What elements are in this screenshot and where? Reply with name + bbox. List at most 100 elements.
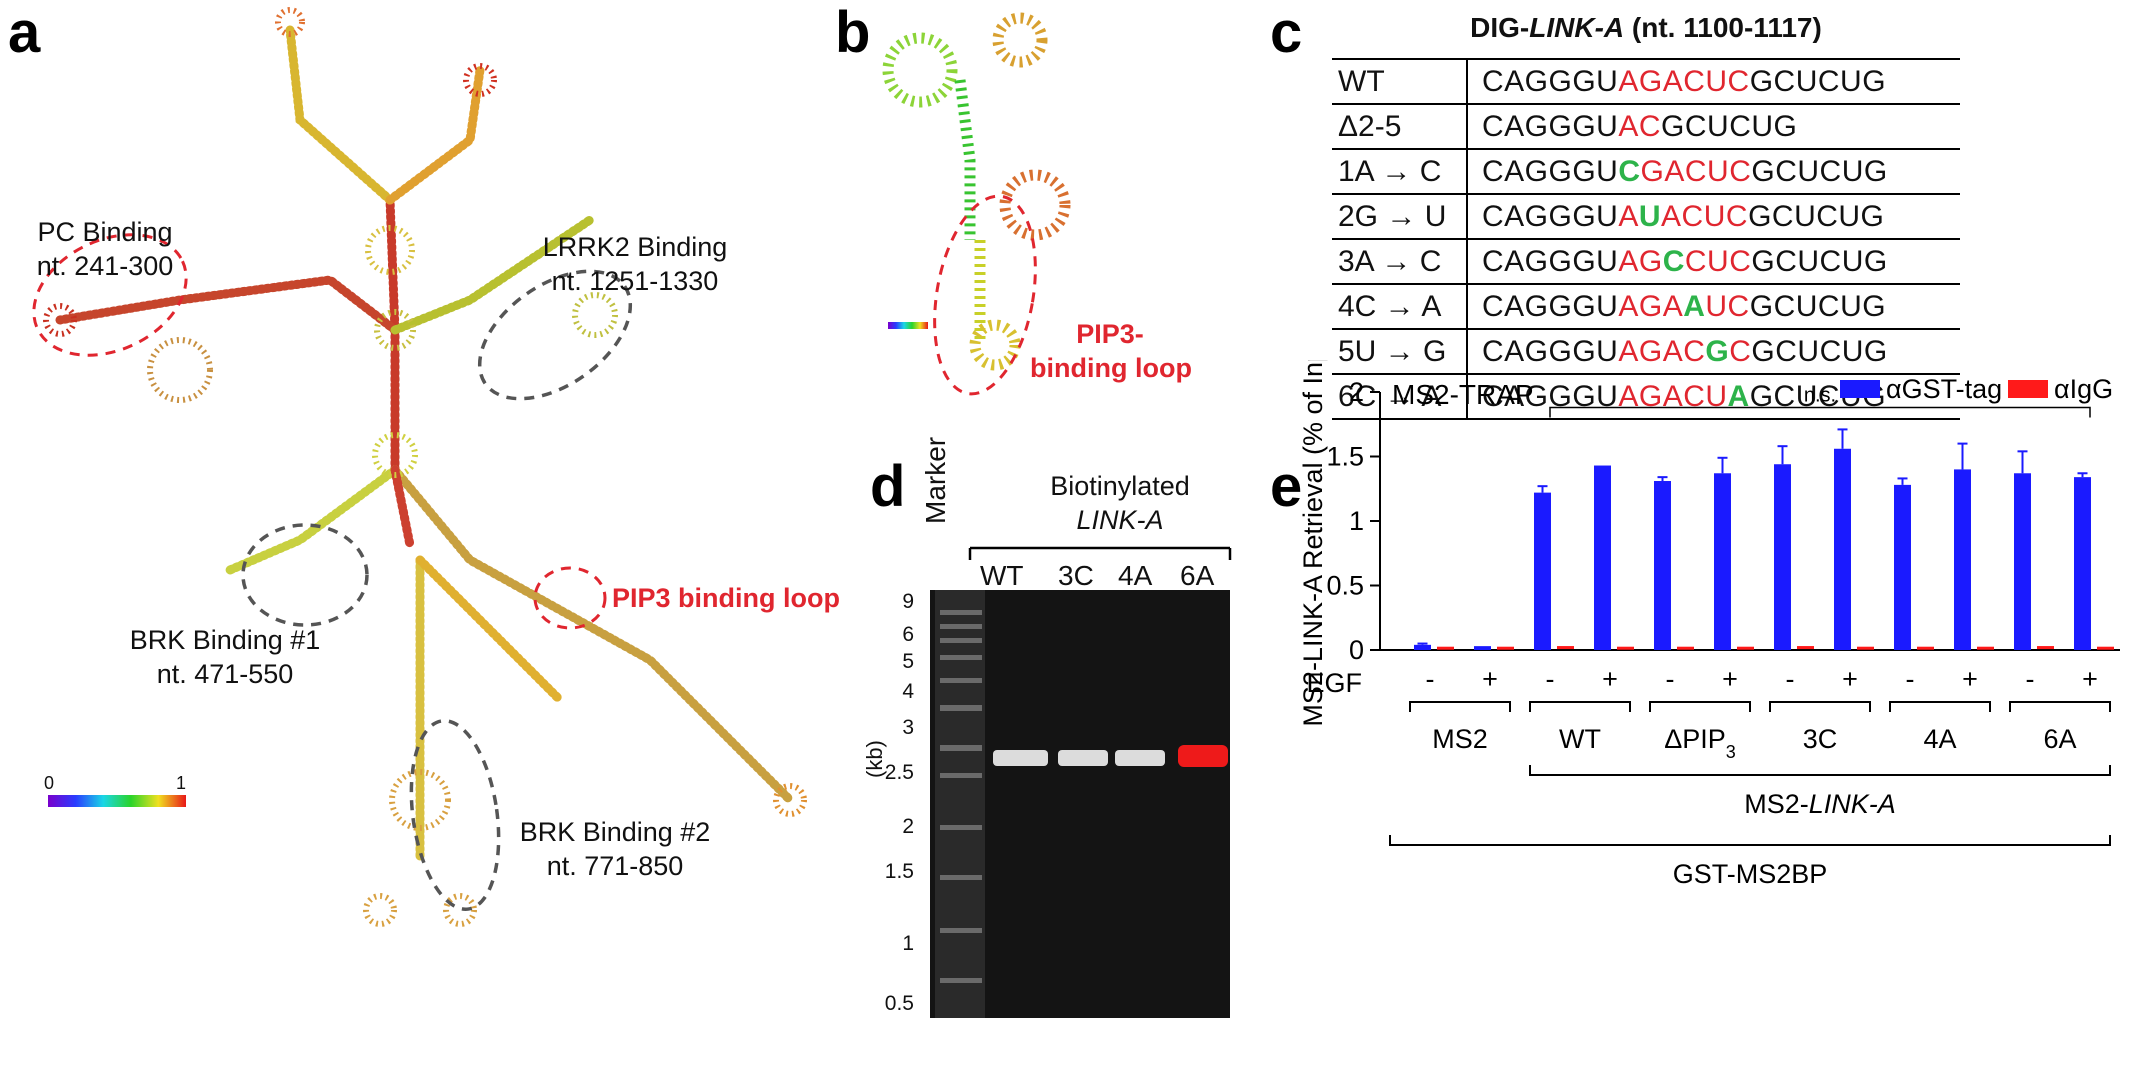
sequence-segment: GCUCUG <box>1751 244 1888 278</box>
sequence-segment: GCUCUG <box>1661 109 1798 143</box>
sequence-segment: CAGGGU <box>1482 199 1619 233</box>
y-tick-label: 1.5 <box>1326 442 1364 472</box>
sequence-segment: G <box>1705 334 1730 368</box>
ladder-tick-label: 3 <box>902 716 914 739</box>
egf-sign: + <box>2082 664 2098 694</box>
sequence-segment: A <box>1618 199 1639 233</box>
bar-gst <box>1774 464 1791 650</box>
chart-subtitle: MS2-TRAP <box>1392 379 1534 410</box>
scale-min: 0 <box>44 773 55 793</box>
legend-swatch-igg <box>2008 380 2048 398</box>
sequence-segment: AG <box>1618 244 1663 278</box>
gel-image <box>930 546 1232 1018</box>
group-bracket <box>1529 701 1631 712</box>
ladder-labels: 9 6 5 4 3 2.5 2 1.5 1 0.5 <box>880 590 914 1030</box>
lane-3c: 3C <box>1058 560 1094 591</box>
ms2-link-a-label: MS2-LINK-A <box>1744 789 1896 819</box>
ladder-tick-label: 9 <box>902 590 914 613</box>
table-row: 2G → U CAGGGUAUACUCGCUCUG <box>1332 193 1960 239</box>
ms2-link-a-bracket <box>1529 765 2111 776</box>
group-label: WT <box>1559 724 1601 754</box>
group-bracket <box>1769 701 1871 712</box>
lane-6a: 6A <box>1180 560 1215 591</box>
table-title: DIG-LINK-A (nt. 1100-1117) <box>1470 12 1822 43</box>
sequence-segment: GCUCUG <box>1751 154 1888 188</box>
bar-igg <box>1617 646 1634 650</box>
group-label: MS2 <box>1432 724 1488 754</box>
group-bracket <box>1889 701 1991 712</box>
egf-sign: - <box>1906 664 1915 694</box>
y-tick-label: 0.5 <box>1326 571 1364 601</box>
egf-sign: + <box>1962 664 1978 694</box>
sequence-segment: CAGGGU <box>1482 289 1619 323</box>
group-bracket <box>1649 701 1751 712</box>
sequence: CAGGGUAGACGCGCUCUG <box>1467 328 1960 374</box>
group-label: 3C <box>1803 724 1838 754</box>
pc-binding-label: PC Binding nt. 241-300 <box>36 217 174 281</box>
ladder-tick-label: 5 <box>902 650 914 673</box>
table-row: 3A → C CAGGGUAGCCUCGCUCUG <box>1332 238 1960 284</box>
lane-4a: 4A <box>1118 560 1153 591</box>
sequence-segment: C <box>1729 334 1752 368</box>
sequence-segment: U <box>1638 199 1662 233</box>
mutant-name: 3A → C <box>1332 238 1468 284</box>
group-bracket <box>2009 701 2111 712</box>
bar-igg <box>1497 646 1514 650</box>
marker-label: Marker <box>920 436 951 524</box>
y-tick-label: 1 <box>1349 506 1364 536</box>
bar-gst <box>1594 465 1611 650</box>
group-label: ΔPIP3 <box>1664 724 1736 762</box>
gst-ms2bp-bracket <box>1389 835 2111 846</box>
sequence-segment: CAGGGU <box>1482 244 1619 278</box>
bar-chart: 0 0.5 1 1.5 2 MS2-LINK-A Retrieval (% of Inpu… <box>1298 360 2120 889</box>
sequence: CAGGGUACGCUCUG <box>1467 103 1960 149</box>
sequence-segment: GCUCUG <box>1749 64 1887 98</box>
bar-igg <box>1677 646 1694 650</box>
mutant-name: 2G → U <box>1332 193 1468 239</box>
panel-letter-d: d <box>870 454 906 519</box>
pip-subscript: 3 <box>1726 742 1736 762</box>
y-tick-label: 0 <box>1349 635 1364 665</box>
bar-gst <box>2074 477 2091 650</box>
rna-structure-a <box>32 7 807 927</box>
bar-igg <box>2037 646 2054 650</box>
mutant-name: 1A → C <box>1332 148 1468 194</box>
sequence: CAGGGUAGACUCGCUCUG <box>1467 58 1960 104</box>
brk1-binding-label: BRK Binding #1 nt. 471-550 <box>129 625 321 689</box>
legend-swatch-gst <box>1840 380 1880 398</box>
y-axis-label: MS2-LINK-A Retrieval (% of Input) <box>1298 360 1328 727</box>
bar-igg <box>1857 646 1874 650</box>
egf-sign: - <box>1426 664 1435 694</box>
scale-max: 1 <box>176 773 187 793</box>
sequence-segment: CAGGGU <box>1482 334 1619 368</box>
panel-letter-b: b <box>835 0 871 65</box>
lrrk2-binding-label: LRRK2 Binding nt. 1251-1330 <box>542 232 728 296</box>
sequence-segment: CAGGGU <box>1482 154 1619 188</box>
y-tick-label: 2 <box>1349 377 1364 407</box>
table-row: Δ2-5 CAGGGUACGCUCUG <box>1332 103 1960 149</box>
sequence-segment: ACUC <box>1661 199 1749 233</box>
sequence: CAGGGUAUACUCGCUCUG <box>1467 193 1960 239</box>
table-row: WT CAGGGUAGACUCGCUCUG <box>1332 58 1960 104</box>
mutant-name: 5U → G <box>1332 328 1468 374</box>
bar-gst <box>1954 469 1971 650</box>
egf-label: EGF <box>1306 668 1362 698</box>
pip3-binding-loop-label: PIP3 binding loop <box>612 583 840 613</box>
sequence-segment: GACUC <box>1640 154 1752 188</box>
ladder-tick-label: 4 <box>902 680 914 703</box>
bar-igg <box>1797 646 1814 650</box>
mutant-name: 6C → A <box>1332 373 1468 420</box>
egf-sign: - <box>1786 664 1795 694</box>
bar-gst <box>1714 473 1731 650</box>
egf-sign: - <box>1546 664 1555 694</box>
bar-igg <box>1917 646 1934 650</box>
sequence-segment: AC <box>1618 109 1662 143</box>
table-row: 1A → C CAGGGUCGACUCGCUCUG <box>1332 148 1960 194</box>
bar-igg <box>1557 646 1574 650</box>
panel-letter-a: a <box>8 0 41 65</box>
egf-sign: + <box>1482 664 1498 694</box>
group-bracket <box>1409 701 1511 712</box>
sequence-segment: GCUCUG <box>1748 199 1885 233</box>
bar-gst <box>1534 492 1551 650</box>
egf-sign: - <box>2026 664 2035 694</box>
